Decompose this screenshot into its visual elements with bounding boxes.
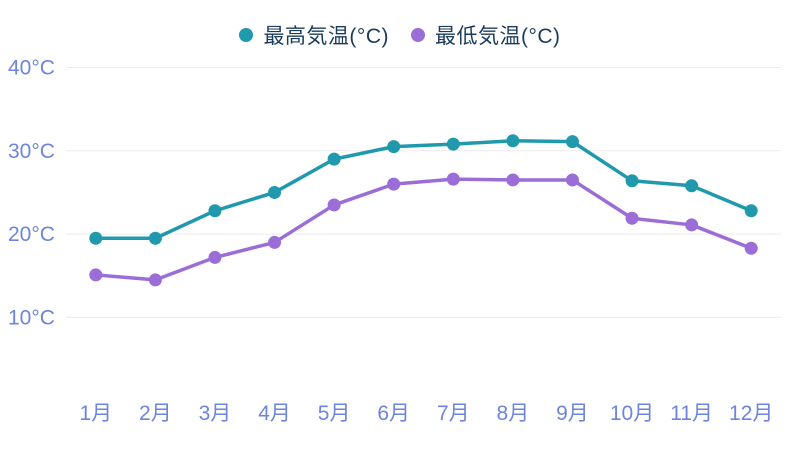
legend-item-min-temp[interactable]: 最低気温(°C)	[411, 20, 561, 50]
data-point-min-temp[interactable]	[446, 172, 460, 186]
data-point-min-temp[interactable]	[89, 268, 103, 282]
data-point-min-temp[interactable]	[387, 177, 401, 191]
legend-label-min-temp: 最低気温(°C)	[435, 25, 561, 48]
data-point-min-temp[interactable]	[268, 235, 282, 249]
data-point-max-temp[interactable]	[387, 140, 401, 154]
y-tick-label: 40°C	[8, 57, 55, 80]
data-point-max-temp[interactable]	[268, 185, 282, 199]
series-line-max-temp	[94, 139, 753, 241]
series-line-min-temp	[94, 177, 753, 282]
data-point-max-temp[interactable]	[625, 174, 639, 188]
x-tick-label: 11月	[670, 402, 713, 425]
y-tick-label: 20°C	[8, 223, 55, 246]
data-point-min-temp[interactable]	[625, 211, 639, 225]
legend-item-max-temp[interactable]: 最高気温(°C)	[239, 20, 389, 50]
data-point-min-temp[interactable]	[208, 250, 222, 264]
x-tick-label: 9月	[556, 402, 589, 425]
data-point-max-temp[interactable]	[327, 152, 341, 166]
x-tick-label: 3月	[199, 402, 232, 425]
y-tick-label: 30°C	[8, 140, 55, 163]
legend-marker-max-temp-icon	[239, 28, 254, 42]
x-tick-label: 4月	[258, 402, 291, 425]
data-point-min-temp[interactable]	[565, 173, 579, 187]
data-point-max-temp[interactable]	[208, 204, 222, 218]
x-tick-label: 5月	[318, 402, 351, 425]
data-point-min-temp[interactable]	[148, 273, 162, 287]
x-tick-label: 7月	[437, 402, 470, 425]
data-point-max-temp[interactable]	[685, 179, 699, 193]
data-point-max-temp[interactable]	[148, 231, 162, 245]
data-point-min-temp[interactable]	[685, 218, 699, 232]
data-point-max-temp[interactable]	[446, 137, 460, 151]
data-point-max-temp[interactable]	[506, 134, 520, 148]
data-point-min-temp[interactable]	[744, 241, 758, 255]
x-tick-label: 6月	[377, 402, 410, 425]
x-tick-label: 10月	[610, 402, 654, 425]
legend-label-max-temp: 最高気温(°C)	[263, 25, 389, 48]
x-tick-label: 2月	[139, 402, 172, 425]
data-point-max-temp[interactable]	[89, 231, 103, 245]
data-point-min-temp[interactable]	[327, 198, 341, 212]
y-tick-label: 10°C	[8, 306, 55, 329]
x-tick-label: 8月	[497, 402, 530, 425]
chart-legend: 最高気温(°C) 最低気温(°C)	[0, 20, 800, 50]
legend-marker-min-temp-icon	[411, 28, 425, 42]
x-tick-label: 1月	[79, 402, 112, 425]
x-tick-label: 12月	[729, 402, 773, 425]
data-point-min-temp[interactable]	[506, 173, 520, 187]
data-point-max-temp[interactable]	[565, 135, 579, 149]
data-point-max-temp[interactable]	[744, 204, 758, 218]
